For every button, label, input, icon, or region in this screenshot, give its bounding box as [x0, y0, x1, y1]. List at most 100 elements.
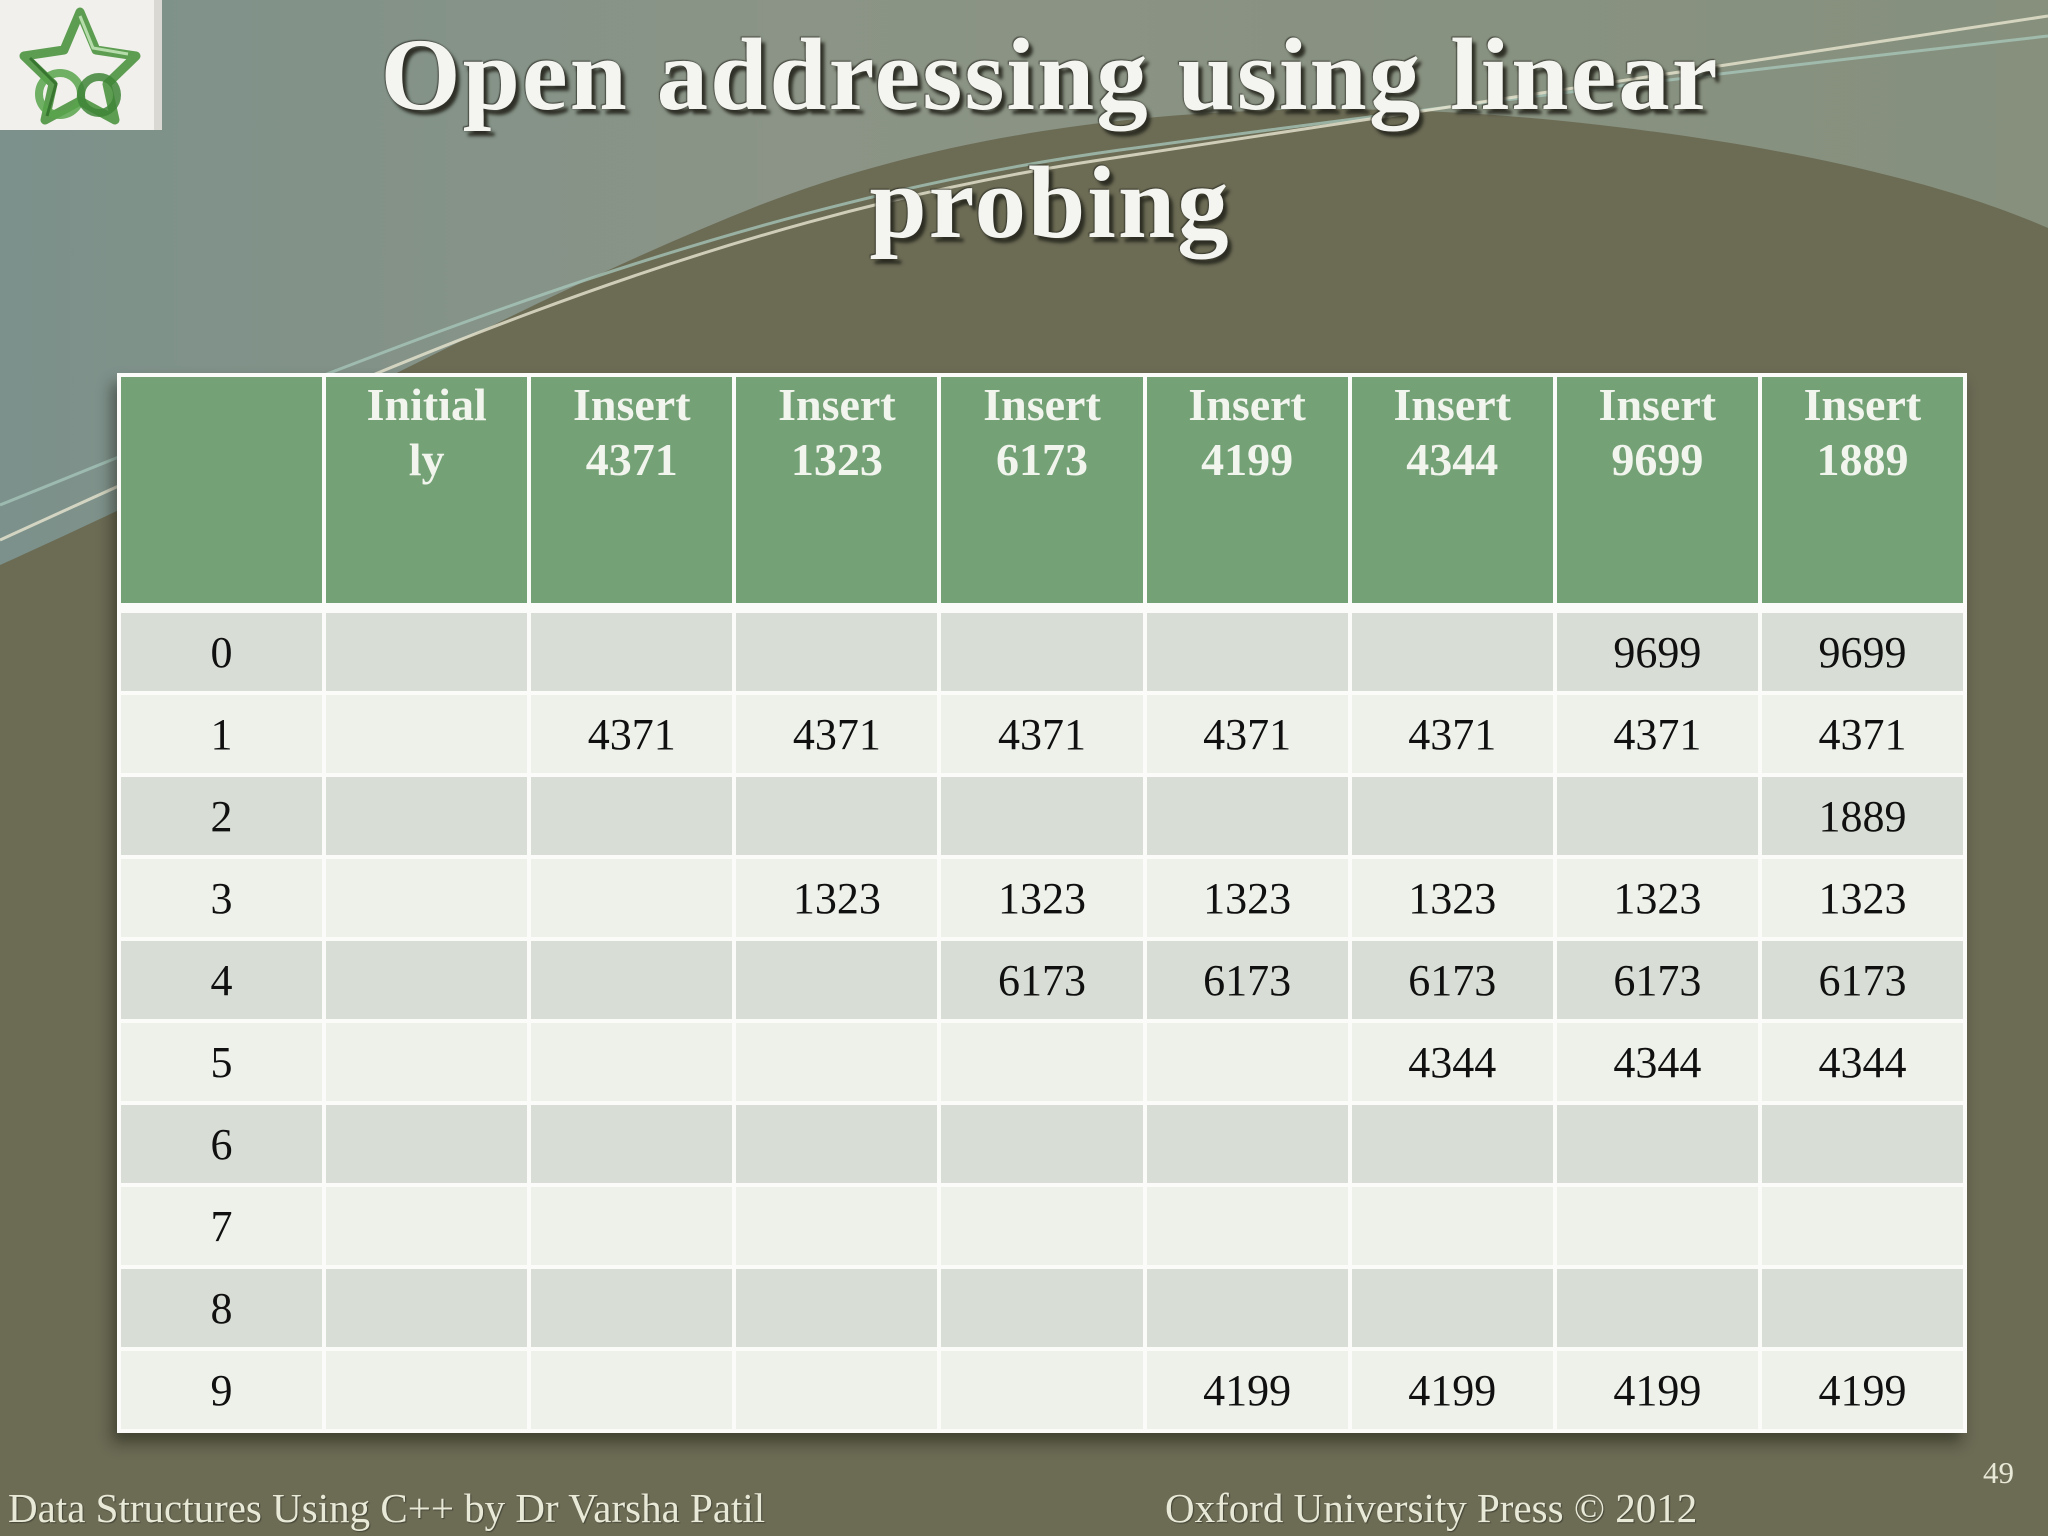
hash-cell — [941, 1023, 1143, 1101]
hash-cell — [1556, 777, 1758, 855]
hash-cell — [941, 1269, 1143, 1347]
hash-cell — [326, 695, 528, 773]
hash-cell: 4371 — [531, 695, 733, 773]
column-header: Insert 9699 — [1556, 377, 1758, 609]
hash-cell: 6173 — [941, 941, 1143, 1019]
hash-cell: 1323 — [1351, 859, 1553, 937]
glass-star-logo-icon — [0, 0, 162, 130]
hash-cell — [1351, 1269, 1553, 1347]
hash-cell — [736, 1351, 938, 1429]
column-header: Insert 4371 — [531, 377, 733, 609]
page-number: 49 — [1983, 1455, 2014, 1490]
header-row: Initial ly Insert 4371 Insert 1323 Insert 6… — [121, 377, 1963, 609]
row-index-label: 7 — [121, 1187, 323, 1265]
row-index-label: 9 — [121, 1351, 323, 1429]
column-header: Insert 1323 — [736, 377, 938, 609]
table-row: 5 4344 4344 4344 — [121, 1023, 1963, 1101]
hash-cell — [531, 941, 733, 1019]
hash-cell — [1146, 613, 1348, 691]
hash-cell: 4371 — [1556, 695, 1758, 773]
swoosh-line-teal — [0, 34, 2048, 507]
column-header: Initial ly — [326, 377, 528, 609]
table-body: 0 9699 9699 1 4371 4371 4371 4371 4371 4371 4371 2 1… — [121, 613, 1963, 1429]
hash-table: Initial ly Insert 4371 Insert 1323 Insert 6… — [117, 373, 1967, 1433]
row-index-label: 3 — [121, 859, 323, 937]
row-index-label: 1 — [121, 695, 323, 773]
row-index-label: 5 — [121, 1023, 323, 1101]
hash-cell — [1146, 777, 1348, 855]
hash-cell — [531, 1269, 733, 1347]
hash-cell — [736, 613, 938, 691]
hash-cell: 4371 — [941, 695, 1143, 773]
row-index-label: 2 — [121, 777, 323, 855]
hash-cell — [1146, 1187, 1348, 1265]
hash-cell: 6173 — [1146, 941, 1348, 1019]
hash-cell — [941, 777, 1143, 855]
hash-cell — [326, 613, 528, 691]
hash-cell: 6173 — [1556, 941, 1758, 1019]
table-row: 3 1323 1323 1323 1323 1323 1323 — [121, 859, 1963, 937]
column-header: Insert 4344 — [1351, 377, 1553, 609]
hash-cell: 6173 — [1761, 941, 1963, 1019]
table-row: 8 — [121, 1269, 1963, 1347]
table-row: 4 6173 6173 6173 6173 6173 — [121, 941, 1963, 1019]
hash-cell: 4371 — [1351, 695, 1553, 773]
table-row: 1 4371 4371 4371 4371 4371 4371 4371 — [121, 695, 1963, 773]
hash-cell: 1323 — [1146, 859, 1348, 937]
hash-cell: 4199 — [1146, 1351, 1348, 1429]
hash-cell: 4371 — [1761, 695, 1963, 773]
footer-book-credit: Data Structures Using C++ by Dr Varsha P… — [8, 1485, 766, 1531]
column-header: Insert 1889 — [1761, 377, 1963, 609]
hash-cell — [1556, 1105, 1758, 1183]
hash-cell — [736, 1023, 938, 1101]
hash-cell — [736, 1187, 938, 1265]
hash-cell — [1146, 1105, 1348, 1183]
hash-cell — [1146, 1269, 1348, 1347]
hash-cell: 1889 — [1761, 777, 1963, 855]
hash-cell — [531, 1105, 733, 1183]
hash-cell — [736, 941, 938, 1019]
hash-cell — [1761, 1269, 1963, 1347]
hash-cell — [941, 1351, 1143, 1429]
table-row: 9 4199 4199 4199 4199 — [121, 1351, 1963, 1429]
hash-cell: 4344 — [1351, 1023, 1553, 1101]
hash-cell — [941, 1105, 1143, 1183]
hash-cell: 9699 — [1556, 613, 1758, 691]
hash-cell — [1556, 1269, 1758, 1347]
hash-cell — [736, 777, 938, 855]
hash-cell — [531, 777, 733, 855]
row-index-label: 8 — [121, 1269, 323, 1347]
hash-cell: 4344 — [1556, 1023, 1758, 1101]
row-index-label: 6 — [121, 1105, 323, 1183]
column-header: Insert 6173 — [941, 377, 1143, 609]
hash-cell — [326, 777, 528, 855]
row-index-label: 4 — [121, 941, 323, 1019]
hash-cell — [941, 1187, 1143, 1265]
column-header: Insert 4199 — [1146, 377, 1348, 609]
hash-cell: 4344 — [1761, 1023, 1963, 1101]
hash-cell — [326, 1269, 528, 1347]
hash-cell — [1146, 1023, 1348, 1101]
hash-cell — [531, 859, 733, 937]
hash-cell — [1761, 1105, 1963, 1183]
hash-cell: 1323 — [1761, 859, 1963, 937]
hash-cell — [1761, 1187, 1963, 1265]
hash-cell: 1323 — [941, 859, 1143, 937]
hash-cell — [326, 1105, 528, 1183]
row-index-label: 0 — [121, 613, 323, 691]
hash-cell — [531, 1187, 733, 1265]
hash-cell — [326, 859, 528, 937]
hash-cell — [531, 613, 733, 691]
table-row: 7 — [121, 1187, 1963, 1265]
table-row: 2 1889 — [121, 777, 1963, 855]
hash-cell — [1556, 1187, 1758, 1265]
hash-cell — [326, 1023, 528, 1101]
hash-cell — [531, 1023, 733, 1101]
hash-cell: 6173 — [1351, 941, 1553, 1019]
hash-cell — [326, 1187, 528, 1265]
hash-cell — [1351, 613, 1553, 691]
hash-cell — [1351, 1105, 1553, 1183]
hash-cell: 4199 — [1761, 1351, 1963, 1429]
hash-cell — [531, 1351, 733, 1429]
